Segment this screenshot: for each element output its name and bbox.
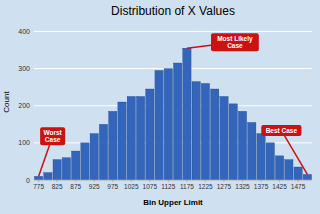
bar bbox=[62, 158, 70, 180]
x-tick-label: 875 bbox=[70, 183, 81, 190]
bar bbox=[99, 124, 107, 180]
x-tick-label: 825 bbox=[52, 183, 63, 190]
y-tick-label: 200 bbox=[18, 102, 30, 109]
x-tick-label: 1275 bbox=[217, 183, 232, 190]
bars bbox=[34, 48, 311, 180]
annotation-box bbox=[211, 33, 259, 51]
x-tick-label: 975 bbox=[107, 183, 118, 190]
x-tick bbox=[186, 180, 187, 182]
bar bbox=[136, 96, 144, 180]
bar bbox=[164, 69, 172, 180]
x-tick bbox=[223, 180, 224, 182]
y-axis-label: Count bbox=[2, 91, 11, 113]
bar bbox=[127, 96, 135, 180]
annotation: Best Case bbox=[261, 125, 307, 175]
bar bbox=[248, 122, 256, 180]
grid-line bbox=[34, 31, 312, 32]
annotation-text: WorstCase bbox=[43, 129, 62, 143]
x-tick bbox=[205, 180, 206, 182]
bar bbox=[155, 70, 163, 180]
x-tick bbox=[149, 180, 150, 182]
x-tick-label: 1475 bbox=[291, 183, 306, 190]
annotation-text: Most LikelyCase bbox=[217, 35, 253, 49]
bar bbox=[211, 89, 219, 180]
x-tick bbox=[75, 180, 76, 182]
annotation: Most LikelyCase bbox=[187, 33, 259, 51]
x-tick bbox=[131, 180, 132, 182]
bar bbox=[44, 173, 52, 180]
x-tick bbox=[298, 180, 299, 182]
bar bbox=[173, 63, 181, 180]
bar bbox=[266, 143, 274, 180]
y-tick-label: 100 bbox=[18, 139, 30, 146]
bar bbox=[238, 111, 246, 180]
bar bbox=[303, 174, 311, 180]
chart: Distribution of X Values 0 100 200 300 400 775… bbox=[0, 0, 320, 214]
bar bbox=[53, 160, 61, 180]
x-tick-label: 1425 bbox=[272, 183, 287, 190]
bar bbox=[201, 83, 209, 180]
x-tick bbox=[242, 180, 243, 182]
grid-line bbox=[34, 105, 312, 106]
annotation-text: Best Case bbox=[266, 127, 298, 134]
bar bbox=[146, 89, 154, 180]
chart-container: Distribution of X Values 0 100 200 300 400 775… bbox=[0, 0, 320, 214]
bar bbox=[72, 151, 80, 180]
x-tick bbox=[94, 180, 95, 182]
bar bbox=[183, 48, 191, 180]
y-tick-label: 0 bbox=[26, 177, 30, 184]
x-axis-label: Bin Upper Limit bbox=[143, 198, 203, 207]
annotation-arrow bbox=[281, 130, 307, 174]
annotation: WorstCase bbox=[39, 127, 65, 176]
x-tick-label: 1025 bbox=[124, 183, 139, 190]
x-tick bbox=[57, 180, 58, 182]
bar bbox=[275, 156, 283, 180]
annotation-box bbox=[40, 127, 65, 145]
x-tick bbox=[279, 180, 280, 182]
bar bbox=[285, 160, 293, 180]
annotation-box bbox=[261, 125, 301, 136]
x-tick-label: 775 bbox=[33, 183, 44, 190]
bar bbox=[34, 176, 42, 180]
bar bbox=[90, 134, 98, 180]
x-tick-label: 1125 bbox=[161, 183, 175, 190]
bar bbox=[118, 102, 126, 180]
x-tick bbox=[112, 180, 113, 182]
bar bbox=[81, 143, 89, 180]
x-tick-label: 925 bbox=[89, 183, 100, 190]
bar bbox=[257, 134, 265, 180]
bar bbox=[109, 111, 117, 180]
title: Distribution of X Values bbox=[111, 4, 235, 18]
bar bbox=[294, 167, 302, 180]
x-tick-label: 1075 bbox=[143, 183, 158, 190]
bar bbox=[220, 96, 228, 180]
x-tick bbox=[38, 180, 39, 182]
x-tick-label: 1225 bbox=[198, 183, 213, 190]
grid-line bbox=[34, 68, 312, 69]
x-tick bbox=[261, 180, 262, 182]
bar bbox=[192, 82, 200, 180]
y-tick-label: 300 bbox=[18, 65, 30, 72]
x-tick-label: 1325 bbox=[235, 183, 250, 190]
y-tick-label: 400 bbox=[18, 28, 30, 35]
x-tick-label: 1175 bbox=[180, 183, 194, 190]
bar bbox=[229, 104, 237, 180]
x-tick-label: 1375 bbox=[254, 183, 269, 190]
x-tick bbox=[168, 180, 169, 182]
